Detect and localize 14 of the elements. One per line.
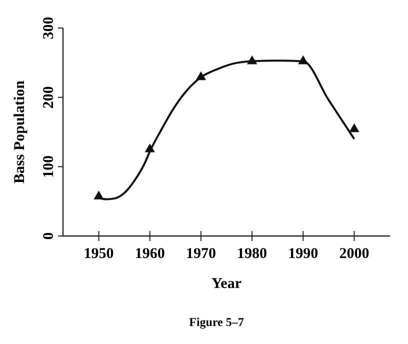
x-tick-label: 1990: [288, 246, 318, 262]
y-tick-label: 0: [41, 232, 57, 240]
x-axis-title: Year: [212, 276, 242, 292]
x-tick-label: 1960: [134, 246, 165, 262]
y-tick-label: 200: [41, 86, 57, 109]
x-tick-label: 2000: [339, 246, 370, 262]
y-tick-label: 100: [41, 155, 57, 178]
x-tick-label: 1950: [84, 246, 114, 262]
x-tick-label: 1980: [237, 246, 268, 262]
x-tick-label: 1970: [186, 246, 216, 262]
caption: Figure 5–7: [189, 315, 244, 329]
y-axis-title: Bass Population: [12, 80, 28, 184]
y-tick-label: 300: [41, 16, 57, 40]
point: [349, 123, 360, 132]
